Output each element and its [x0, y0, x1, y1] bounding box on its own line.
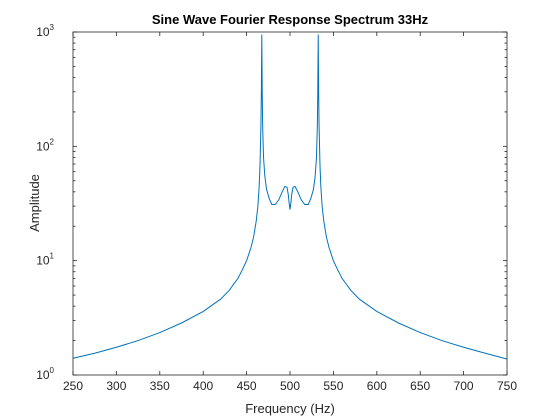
y-tick-label: 103	[36, 23, 54, 39]
x-tick-label: 500	[280, 379, 300, 393]
spectrum-series-line	[72, 34, 508, 360]
y-axis-label: Amplitude	[27, 174, 42, 232]
x-tick-label: 450	[237, 379, 257, 393]
x-tick-label: 250	[63, 379, 83, 393]
x-tick-label: 650	[410, 379, 430, 393]
x-tick-label: 350	[150, 379, 170, 393]
x-tick-label: 600	[367, 379, 387, 393]
axis-ticks: 250 300 350 400 450 500 550 600 650 700 750 100 101 1…	[36, 23, 517, 393]
plot-area	[72, 34, 508, 360]
x-tick-label: 400	[193, 379, 213, 393]
axes-box	[72, 31, 508, 376]
x-tick-label: 550	[323, 379, 343, 393]
chart-title: Sine Wave Fourier Response Spectrum 33Hz	[152, 12, 429, 27]
x-tick-label: 750	[497, 379, 517, 393]
y-tick-label: 100	[36, 366, 54, 382]
y-tick-label: 101	[36, 252, 54, 268]
y-tick-label: 102	[36, 137, 54, 153]
x-axis-label: Frequency (Hz)	[245, 401, 335, 416]
x-tick-label: 700	[454, 379, 474, 393]
x-tick-label: 300	[106, 379, 126, 393]
